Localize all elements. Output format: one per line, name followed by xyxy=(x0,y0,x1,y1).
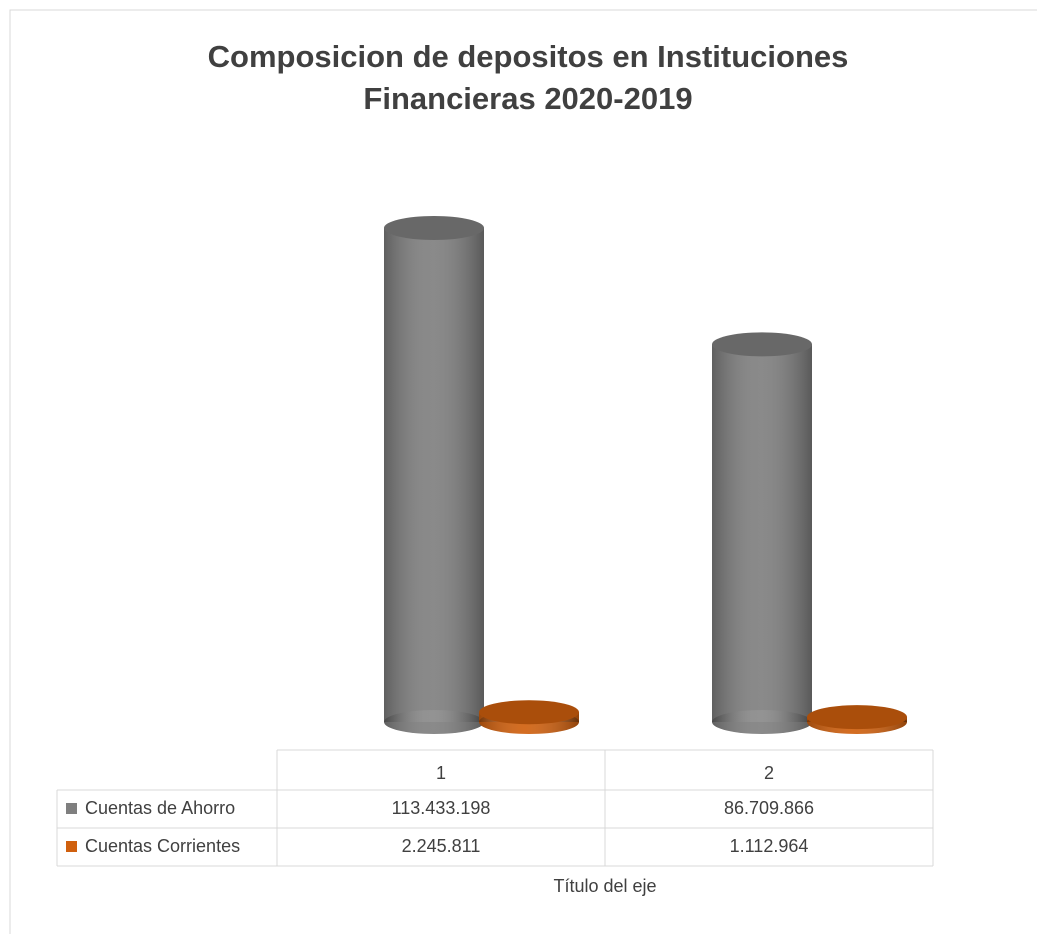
data-label: 86.709.866 xyxy=(724,798,814,818)
x-tick-label: 1 xyxy=(436,763,446,783)
cylinder-top-shade xyxy=(479,700,579,725)
x-tick-label: 2 xyxy=(764,763,774,783)
legend-label: Cuentas Corrientes xyxy=(85,836,240,856)
legend-label: Cuentas de Ahorro xyxy=(85,798,235,818)
data-label: 113.433.198 xyxy=(392,798,491,818)
cylinder-top-shade xyxy=(807,705,907,730)
legend-key xyxy=(66,841,77,852)
cylinder-top xyxy=(384,216,484,240)
cylinder-top xyxy=(712,332,812,357)
cylinder-top-shade xyxy=(384,216,484,240)
x-axis-title: Título del eje xyxy=(553,876,656,896)
data-label: 2.245.811 xyxy=(402,836,481,856)
data-label: 1.112.964 xyxy=(730,836,809,856)
cylinder-body-shade xyxy=(712,344,812,722)
cylinder-top xyxy=(807,705,907,730)
chart-title: Composicion de depositos en Institucione… xyxy=(207,39,849,116)
legend-key xyxy=(66,803,77,814)
cylinder-top-shade xyxy=(712,332,812,357)
cylinder-body-shade xyxy=(384,228,484,722)
chart-border xyxy=(9,9,1037,934)
cylinder-top xyxy=(479,700,579,725)
